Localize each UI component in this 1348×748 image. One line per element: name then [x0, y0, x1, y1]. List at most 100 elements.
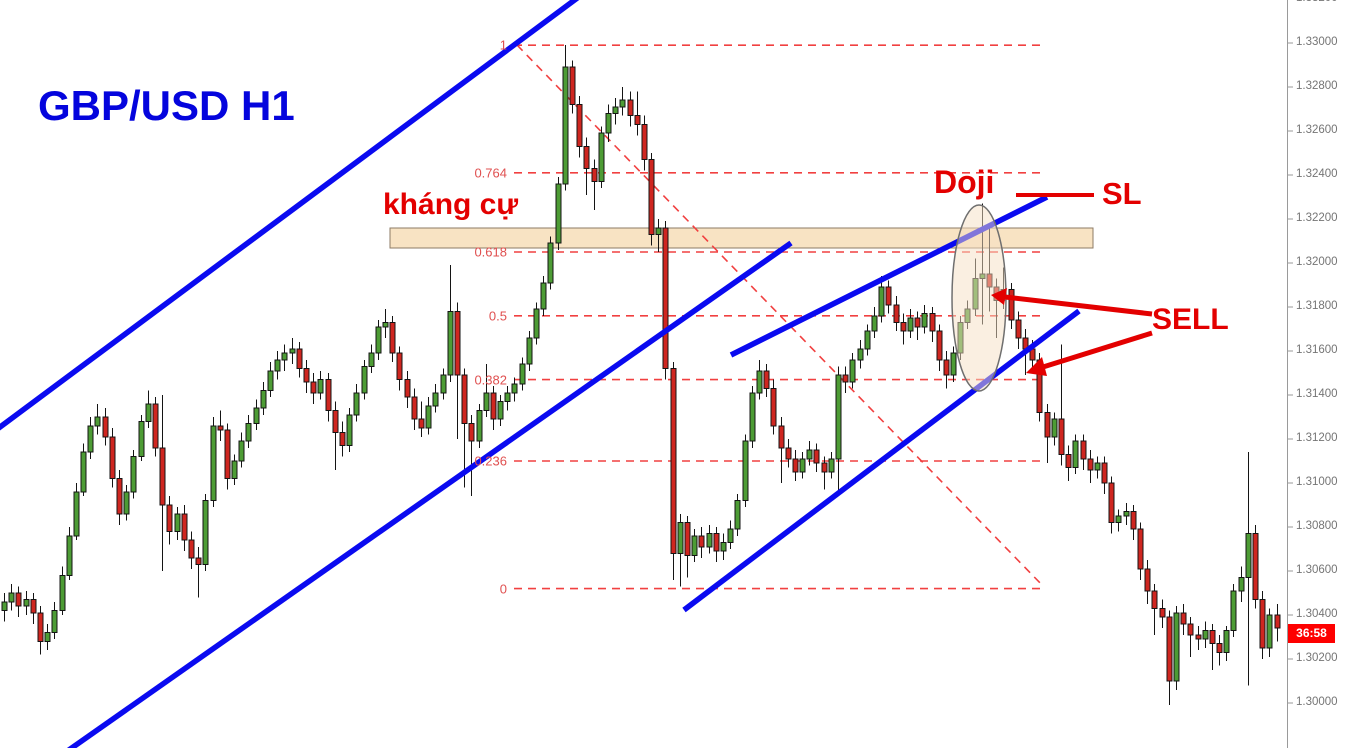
- bull-candle: [44, 632, 51, 642]
- stop-loss-label[interactable]: SL: [1102, 176, 1142, 211]
- price-axis-label: 1.32400: [1296, 168, 1338, 180]
- sell-label[interactable]: SELL: [1152, 303, 1229, 336]
- bull-candle: [382, 321, 389, 328]
- price-axis-label: 1.32200: [1296, 212, 1338, 224]
- bear-candle: [1216, 643, 1223, 653]
- bear-candle: [1101, 462, 1108, 484]
- resistance-label[interactable]: kháng cự: [383, 188, 519, 221]
- resistance-zone[interactable]: [389, 227, 1094, 249]
- bull-candle: [562, 66, 569, 185]
- price-axis-label: 1.32600: [1296, 124, 1338, 136]
- sell-arrow-head-2[interactable]: [1026, 357, 1047, 376]
- bull-candle: [619, 99, 626, 108]
- bull-candle: [87, 425, 94, 453]
- trendline-rising-wedge-lower[interactable]: [682, 308, 1081, 613]
- bull-candle: [274, 359, 281, 372]
- price-axis-label: 1.32000: [1296, 256, 1338, 268]
- bull-candle: [799, 458, 806, 473]
- doji-label[interactable]: Doji: [934, 164, 995, 200]
- bull-candle: [540, 282, 547, 310]
- sell-arrow-head-1[interactable]: [991, 288, 1007, 305]
- bear-candle: [1166, 616, 1173, 682]
- bear-candle: [627, 99, 634, 117]
- price-axis-label: 1.31800: [1296, 300, 1338, 312]
- bear-candle: [936, 330, 943, 361]
- candle-countdown-badge: 36:58: [1288, 624, 1335, 643]
- trendline-channel-upper-left[interactable]: [0, 0, 580, 431]
- price-axis-label: 1.30400: [1296, 608, 1338, 620]
- bull-candle: [555, 183, 562, 244]
- bear-candle: [396, 352, 403, 381]
- bull-candle: [497, 401, 504, 420]
- bear-candle: [1209, 629, 1216, 645]
- bear-candle: [763, 370, 770, 389]
- bull-candle: [245, 423, 252, 442]
- trendline-channel-lower-left[interactable]: [66, 240, 793, 748]
- bear-candle: [1151, 590, 1158, 609]
- price-axis-label: 1.33000: [1296, 36, 1338, 48]
- bear-candle: [842, 374, 849, 383]
- bull-candle: [66, 535, 73, 576]
- bull-candle: [1245, 533, 1252, 579]
- bull-candle: [267, 370, 274, 392]
- bear-candle: [188, 539, 195, 559]
- bear-candle: [1087, 458, 1094, 471]
- bear-candle: [929, 313, 936, 332]
- bull-candle: [727, 528, 734, 543]
- bear-candle: [332, 409, 339, 433]
- price-axis-label: 1.31600: [1296, 344, 1338, 356]
- bear-candle: [166, 504, 173, 532]
- bear-candle: [684, 522, 691, 557]
- bull-candle: [828, 458, 835, 473]
- bear-candle: [339, 431, 346, 447]
- bull-candle: [51, 610, 58, 634]
- bull-candle: [174, 513, 181, 532]
- bear-candle: [641, 123, 648, 161]
- bear-candle: [389, 321, 396, 354]
- fib-level-label-0.5: 0.5: [488, 308, 507, 324]
- bear-candle: [914, 317, 921, 328]
- bear-candle: [418, 418, 425, 429]
- bull-candle: [950, 352, 957, 376]
- bull-candle: [353, 392, 360, 416]
- bull-candle: [80, 451, 87, 493]
- bear-candle: [1187, 623, 1194, 636]
- bull-candle: [806, 449, 813, 460]
- bull-candle: [907, 317, 914, 332]
- bull-candle: [253, 407, 260, 425]
- bear-candle: [310, 381, 317, 394]
- bear-candle: [893, 304, 900, 323]
- bull-candle: [202, 500, 209, 565]
- fib-level-label-0.236: 0.236: [474, 453, 507, 469]
- bull-candle: [130, 456, 137, 493]
- bull-candle: [878, 286, 885, 317]
- bull-candle: [835, 374, 842, 460]
- bear-candle: [159, 447, 166, 506]
- bear-candle: [778, 425, 785, 449]
- bear-candle: [303, 368, 310, 383]
- price-axis-label: 1.33200: [1296, 0, 1338, 4]
- bear-candle: [411, 396, 418, 420]
- bear-candle: [1080, 440, 1087, 460]
- sell-arrow-line-1[interactable]: [1004, 294, 1153, 317]
- bear-candle: [1108, 482, 1115, 524]
- bear-candle: [1195, 634, 1202, 640]
- price-axis-label: 1.32800: [1296, 80, 1338, 92]
- bear-candle: [30, 599, 37, 614]
- bear-candle: [1144, 568, 1151, 592]
- bear-candle: [770, 387, 777, 427]
- bull-candle: [526, 337, 533, 365]
- fib-level-label-0.764: 0.764: [474, 165, 507, 181]
- fib-level-label-0.618: 0.618: [474, 244, 507, 260]
- sell-arrow-line-2[interactable]: [1042, 330, 1153, 370]
- bull-candle: [1202, 629, 1209, 640]
- chart-title: GBP/USD H1: [38, 82, 295, 129]
- bear-candle: [1044, 412, 1051, 438]
- price-axis-label: 1.30000: [1296, 696, 1338, 708]
- bear-candle: [821, 462, 828, 473]
- bull-candle: [1115, 515, 1122, 524]
- bull-candle: [533, 308, 540, 339]
- price-axis-label: 1.31000: [1296, 476, 1338, 488]
